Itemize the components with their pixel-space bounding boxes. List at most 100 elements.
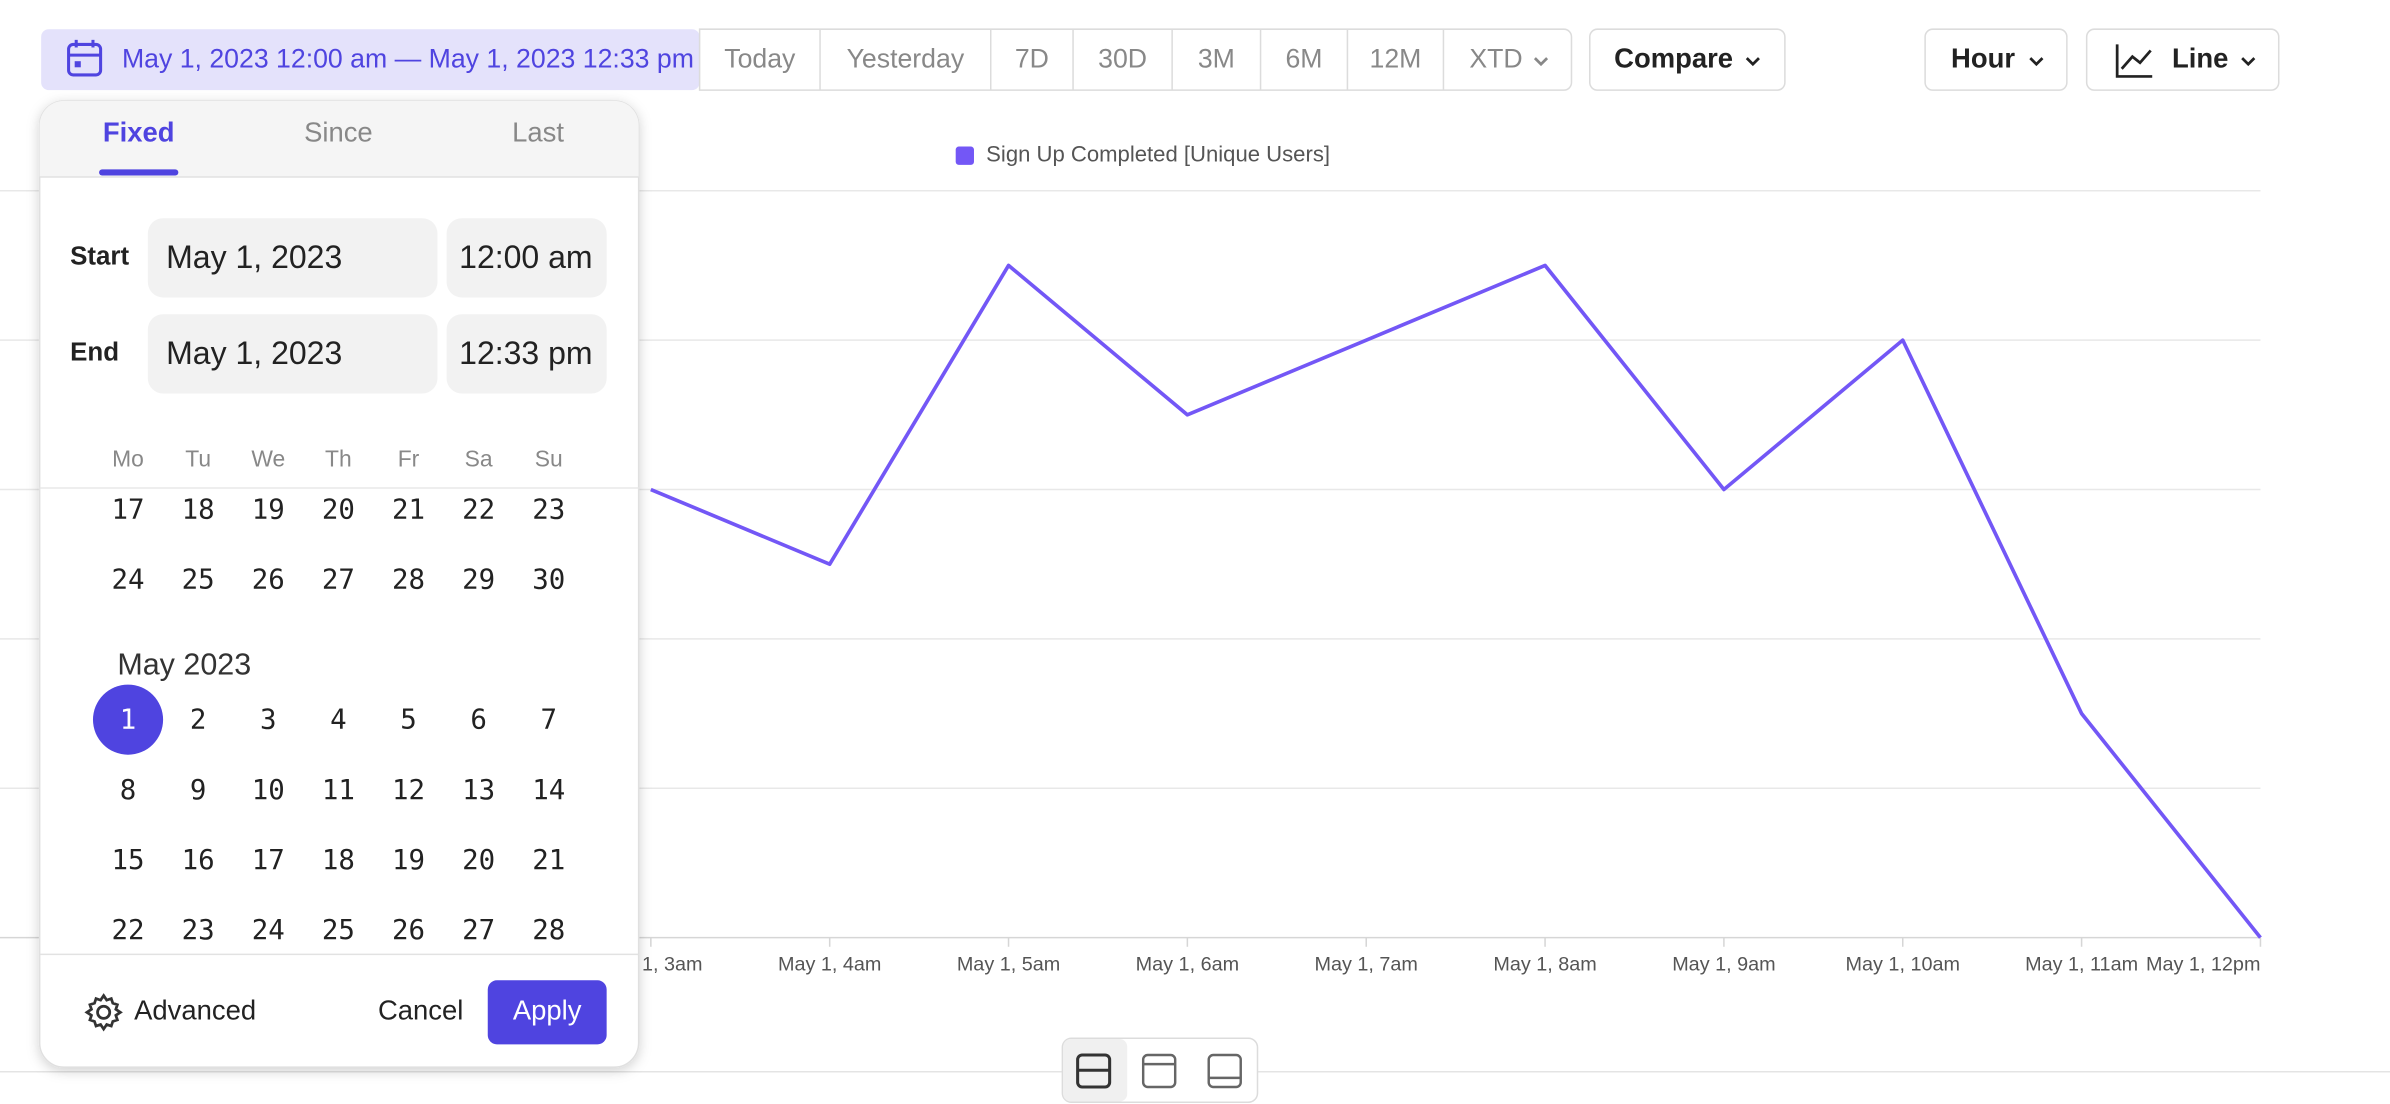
preset-label: 7D [1015,43,1049,73]
picker-tab[interactable]: Fixed [103,117,175,148]
date-input-value: May 1, 2023 [166,239,342,275]
calendar-day[interactable]: 18 [182,494,215,525]
tab-underline [99,169,179,176]
compare-button[interactable] [1589,28,1786,91]
preset-label: XTD [1469,43,1522,73]
calendar-day[interactable]: 17 [112,494,145,525]
date-input[interactable] [147,314,438,394]
calendar-day[interactable]: 21 [532,845,565,876]
calendar-day[interactable]: 25 [322,915,355,946]
x-tick-label: May 1, 5am [957,953,1060,975]
calendar-day[interactable]: 7 [540,705,557,736]
x-tick-label: May 1, 6am [1136,953,1239,975]
calendar-day[interactable]: 26 [252,564,285,595]
calendar-day[interactable]: 15 [112,845,145,876]
calendar-day[interactable]: 17 [252,845,285,876]
apply-button[interactable] [487,980,607,1045]
calendar-day[interactable]: 12 [392,775,425,806]
calendar-day[interactable]: 28 [532,915,565,946]
calendar-day[interactable]: 29 [462,564,495,595]
weekday-label: Su [535,446,563,472]
preset-label: Today [724,43,796,73]
time-input[interactable] [446,218,607,298]
calendar-day[interactable]: 18 [322,845,355,876]
calendar-day[interactable]: 2 [190,705,207,736]
legend: Sign Up Completed [Unique Users] [955,142,1330,167]
calendar-day[interactable]: 19 [252,494,285,525]
calendar-day[interactable]: 19 [392,845,425,876]
weekday-label: Fr [398,446,420,472]
calendar-day[interactable]: 5 [400,705,417,736]
calendar-day[interactable]: 20 [322,494,355,525]
calendar-day[interactable]: 20 [462,845,495,876]
legend-label: Sign Up Completed [Unique Users] [986,142,1330,167]
field-label: Start [70,243,129,271]
chart-type-button[interactable] [2085,28,2280,91]
chevron-icon [2029,57,2044,67]
chevron-icon [2241,57,2256,67]
calendar-day[interactable]: 13 [462,775,495,806]
granularity-button[interactable] [1924,28,2068,91]
x-tick-label: May 1, 11am [2025,953,2138,975]
chart-type-label: Line [2172,43,2228,74]
preset-label: 12M [1370,43,1422,73]
time-input-value: 12:00 am [459,239,592,275]
preset-group [698,28,1573,91]
picker-tab[interactable]: Since [304,117,373,148]
weekday-label: Sa [465,446,493,472]
x-tick-label: May 1, 8am [1493,953,1596,975]
calendar-day[interactable]: 26 [392,915,425,946]
preset-label: Yesterday [847,43,965,73]
preset-label: 3M [1198,43,1235,73]
weekday-label: We [251,446,285,472]
calendar-day[interactable]: 4 [330,705,347,736]
toolbar: May 1, 2023 12:00 am — May 1, 2023 12:33… [41,28,2280,91]
calendar-day[interactable]: 14 [532,775,565,806]
calendar-day[interactable]: 22 [462,494,495,525]
calendar-day[interactable]: 22 [112,915,145,946]
calendar-day[interactable]: 24 [252,915,285,946]
calendar-day[interactable]: 8 [120,775,137,806]
line-chart-icon [2115,44,2153,78]
date-picker: Fixed Since Last Start May 1, 2023 12:00 am En… [38,100,640,1068]
x-tick-label: May 1, 7am [1315,953,1418,975]
calendar-day[interactable]: 3 [260,705,277,736]
toggle-icon[interactable] [1141,1053,1177,1089]
picker-tab[interactable]: Last [512,117,564,148]
calendar-day[interactable]: 9 [190,775,207,806]
calendar-day[interactable]: 6 [470,705,487,736]
x-tick-label: May 1, 9am [1672,953,1775,975]
calendar-day[interactable]: 27 [322,564,355,595]
calendar-day[interactable]: 25 [182,564,215,595]
x-tick-label: May 1, 4am [778,953,881,975]
calendar-day[interactable]: 24 [112,564,145,595]
series-line [650,263,2262,939]
date-range-button[interactable] [41,29,700,91]
legend-swatch [955,146,974,165]
time-input[interactable] [446,314,607,394]
calendar-day[interactable]: 30 [532,564,565,595]
time-input-value: 12:33 pm [459,335,592,371]
calendar-day[interactable]: 1 [120,705,137,736]
cancel-button[interactable]: Cancel [378,995,463,1026]
calendar-day[interactable]: 28 [392,564,425,595]
calendar-day[interactable]: 23 [182,915,215,946]
toggle-icon[interactable] [1207,1053,1242,1089]
month-title: May 2023 [117,647,251,681]
date-input-value: May 1, 2023 [166,335,342,371]
weekday-label: Th [325,446,352,472]
preset-label: 30D [1098,43,1147,73]
apply-label: Apply [513,995,582,1026]
calendar-day[interactable]: 10 [252,775,285,806]
calendar-day[interactable]: 11 [322,775,355,806]
calendar-day[interactable]: 27 [462,915,495,946]
x-tick-label: May 1, 12pm [2146,953,2260,975]
advanced-button[interactable]: Advanced [134,995,256,1026]
calendar-day[interactable]: 23 [532,494,565,525]
calendar-day[interactable]: 21 [392,494,425,525]
calendar-icon [67,39,103,77]
calendar-day[interactable]: 16 [182,845,215,876]
date-input[interactable] [147,218,438,298]
